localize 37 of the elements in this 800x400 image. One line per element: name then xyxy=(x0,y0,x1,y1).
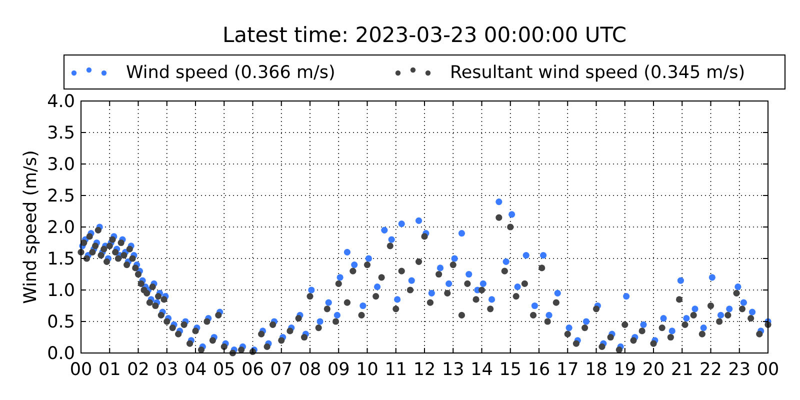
x-tick-label: 11 xyxy=(384,360,408,380)
x-tick-label: 04 xyxy=(184,360,207,380)
y-tick-label: 0.5 xyxy=(47,312,75,332)
y-tick-label: 3.5 xyxy=(47,124,75,144)
x-tick-label: 08 xyxy=(298,360,322,380)
y-tick-label: 1.0 xyxy=(47,281,75,301)
legend-label: Wind speed (0.366 m/s) xyxy=(126,63,336,83)
x-tick-label: 01 xyxy=(98,360,121,380)
x-tick-label: 15 xyxy=(499,360,522,380)
x-tick-label: 22 xyxy=(700,360,722,380)
x-tick-label: 05 xyxy=(212,360,236,380)
x-tick-label: 00 xyxy=(70,360,92,380)
chart-title: Latest time: 2023-03-23 00:00:00 UTC xyxy=(222,23,627,47)
x-tick-label: 19 xyxy=(614,360,636,380)
x-tick-label: 03 xyxy=(156,360,178,380)
y-tick-label: 3.0 xyxy=(47,155,75,175)
x-tick-label: 07 xyxy=(270,360,293,380)
x-tick-label: 12 xyxy=(413,360,436,380)
x-tick-label: 16 xyxy=(528,360,550,380)
x-tick-label: 09 xyxy=(327,360,350,380)
x-tick-label: 20 xyxy=(642,360,665,380)
y-tick-label: 2.5 xyxy=(47,186,75,206)
x-tick-label: 14 xyxy=(470,360,493,380)
x-tick-label: 21 xyxy=(670,360,694,380)
y-tick-label: 1.5 xyxy=(47,250,75,270)
x-tick-label: 02 xyxy=(127,360,150,380)
legend-label: Resultant wind speed (0.345 m/s) xyxy=(450,63,746,83)
x-tick-label: 23 xyxy=(728,360,751,380)
x-tick-label: 10 xyxy=(356,360,378,380)
x-tick-label: 18 xyxy=(585,360,608,380)
y-tick-label: 4.0 xyxy=(47,92,75,112)
x-tick-label: 17 xyxy=(556,360,579,380)
x-tick-label: 13 xyxy=(442,360,464,380)
y-tick-label: 2.0 xyxy=(47,218,75,238)
y-axis-title: Wind speed (m/s) xyxy=(21,150,41,304)
x-tick-label: 00 xyxy=(756,360,780,380)
x-tick-label: 06 xyxy=(242,360,264,380)
